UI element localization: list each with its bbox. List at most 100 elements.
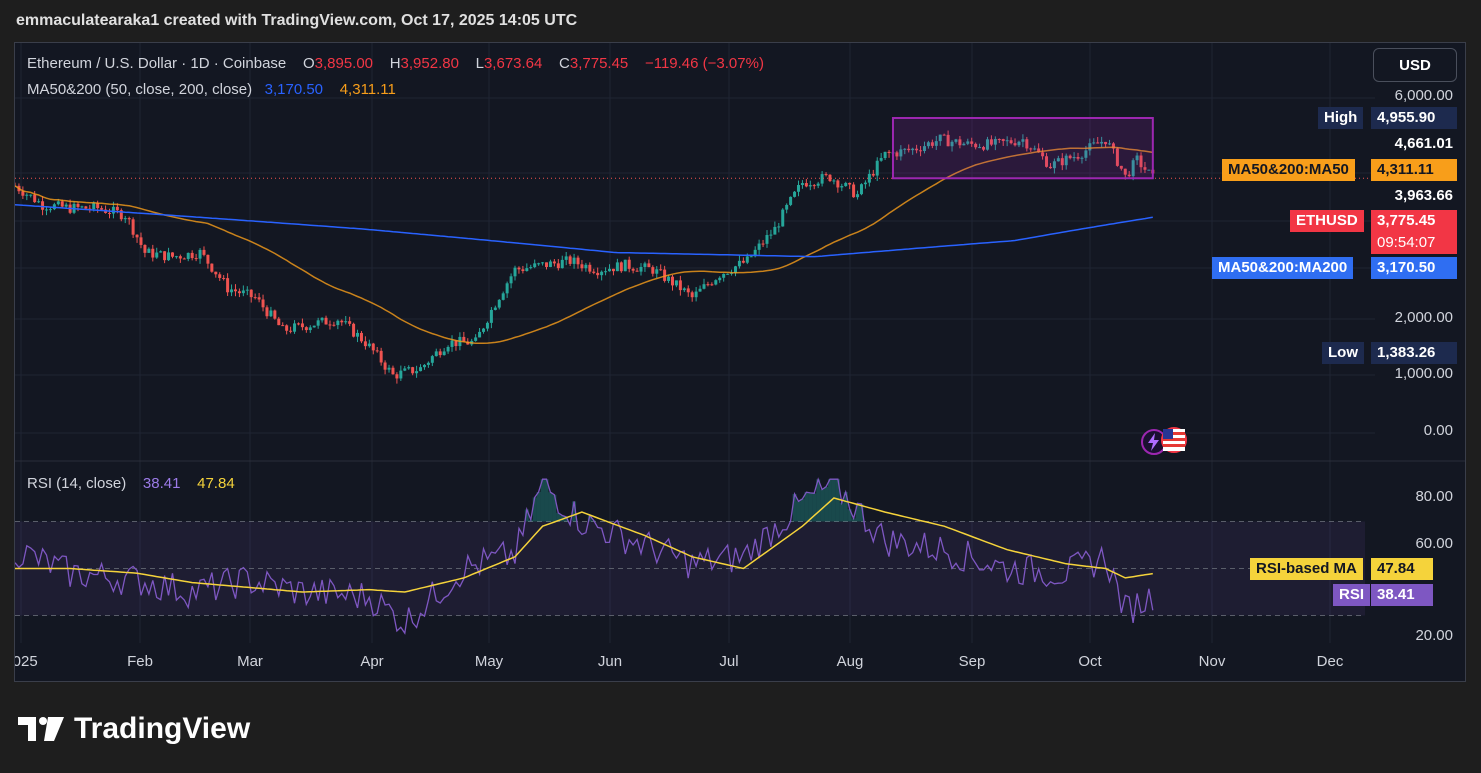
- ma50-tag-label: MA50&200:MA50: [1222, 159, 1355, 181]
- candle-body: [517, 267, 521, 270]
- candle-body: [1048, 166, 1052, 169]
- candle-body: [1084, 150, 1088, 158]
- ma200-tag-label: MA50&200:MA200: [1212, 257, 1354, 279]
- candle-body: [33, 194, 37, 203]
- candle-body: [513, 267, 517, 277]
- candle-body: [600, 271, 604, 276]
- candle-body: [564, 256, 568, 260]
- candle-body: [363, 341, 367, 347]
- rsi-lines: [15, 477, 1154, 635]
- candle-body: [674, 280, 678, 286]
- candle-body: [1119, 165, 1123, 169]
- candle-body: [269, 310, 273, 317]
- candle-body: [548, 261, 552, 267]
- legend-h-label: H: [389, 55, 401, 72]
- legend-ma-label: MA50&200 (50, close, 200, close): [27, 81, 253, 98]
- candle-body: [997, 139, 1001, 141]
- grid: [15, 43, 1465, 643]
- candle-body: [710, 284, 714, 286]
- candle-body: [324, 317, 328, 325]
- candle-body: [308, 327, 312, 331]
- candle-body: [375, 350, 379, 352]
- ethusd-tag-value: 3,775.45: [1371, 210, 1457, 232]
- candle-body: [737, 260, 741, 267]
- candle-body: [1005, 140, 1009, 142]
- time-tick: Dec: [1316, 653, 1344, 670]
- candle-body: [856, 194, 860, 198]
- candle-body: [993, 139, 997, 145]
- candle-body: [903, 148, 907, 150]
- time-tick: Jul: [719, 653, 739, 670]
- candle-body: [1064, 155, 1068, 166]
- candle-body: [596, 272, 600, 276]
- candle-body: [560, 259, 564, 269]
- candle-body: [793, 191, 797, 197]
- candle-body: [111, 206, 115, 214]
- low-tag-value: 1,383.26: [1371, 342, 1457, 364]
- candle-body: [115, 206, 119, 211]
- candle-body: [383, 362, 387, 370]
- candle-body: [139, 237, 143, 245]
- time-tick: Sep: [958, 653, 986, 670]
- candle-body: [978, 147, 982, 149]
- candle-body: [1060, 158, 1064, 166]
- candle-body: [796, 185, 800, 192]
- candle-body: [749, 256, 753, 258]
- candle-body: [761, 243, 765, 245]
- candle-body: [926, 142, 930, 147]
- candle-body: [1029, 148, 1033, 150]
- candle-body: [568, 256, 572, 264]
- candle-body: [395, 374, 399, 379]
- candle-body: [678, 280, 682, 291]
- candle-body: [863, 182, 867, 185]
- candle-body: [56, 201, 60, 205]
- candle-body: [785, 204, 789, 210]
- low-tag-label: Low: [1322, 342, 1364, 364]
- candle-body: [848, 182, 852, 185]
- candle-body: [820, 174, 824, 184]
- chart-canvas[interactable]: [15, 43, 1466, 682]
- candle-body: [919, 150, 923, 152]
- consolidation-box: [891, 117, 1154, 180]
- rsi-tag-value: 38.41: [1371, 584, 1433, 606]
- candle-body: [100, 208, 104, 210]
- candle-body: [950, 141, 954, 147]
- candle-body: [419, 367, 423, 372]
- candles: [15, 130, 1155, 384]
- candle-body: [694, 291, 698, 298]
- candle-body: [769, 234, 773, 236]
- candle-body: [718, 277, 722, 281]
- candle-body: [934, 141, 938, 146]
- candle-body: [1017, 141, 1021, 146]
- candle-body: [415, 371, 419, 374]
- ethusd-tag-label: ETHUSD: [1290, 210, 1364, 232]
- legend-high: 3,952.80: [400, 55, 459, 72]
- candle-body: [478, 331, 482, 338]
- candle-body: [214, 271, 218, 275]
- candle-body: [631, 268, 635, 271]
- candle-body: [210, 263, 214, 272]
- candle-body: [320, 317, 324, 321]
- price-tick: 1,000.00: [1394, 365, 1453, 382]
- candle-body: [202, 249, 206, 255]
- us-flag-icon[interactable]: [1161, 427, 1187, 453]
- candle-body: [332, 324, 336, 326]
- chart-frame[interactable]: Ethereum / U.S. Dollar · 1D · Coinbase O…: [14, 42, 1466, 682]
- candle-body: [1025, 139, 1029, 149]
- currency-button[interactable]: USD: [1373, 48, 1457, 82]
- candle-body: [698, 288, 702, 292]
- candle-body: [206, 254, 210, 264]
- candle-body: [604, 271, 608, 273]
- candle-body: [249, 289, 253, 298]
- candle-body: [1013, 143, 1017, 146]
- candle-body: [509, 276, 513, 284]
- candle-body: [529, 267, 533, 269]
- candle-body: [348, 321, 352, 324]
- candle-body: [733, 266, 737, 273]
- candle-body: [312, 325, 316, 328]
- candle-body: [328, 324, 332, 326]
- candle-body: [545, 262, 549, 267]
- candle-body: [556, 263, 560, 269]
- candle-body: [119, 210, 123, 220]
- candle-body: [170, 252, 174, 257]
